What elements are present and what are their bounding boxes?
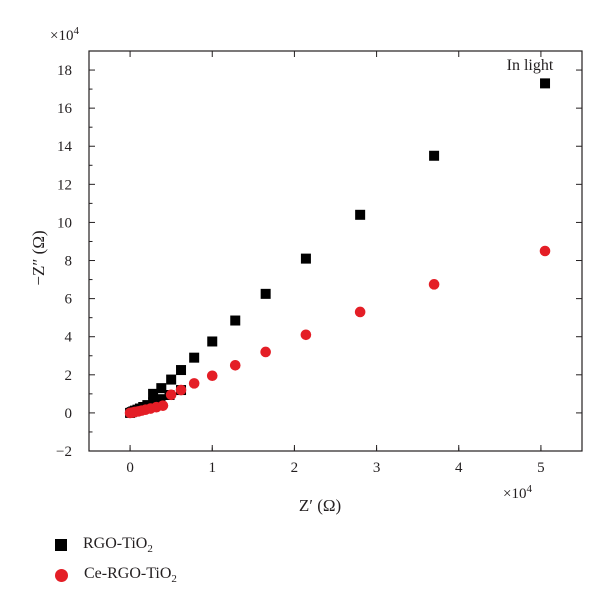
legend-label: RGO-TiO2 <box>83 534 153 556</box>
rgo-tio2-point <box>355 209 366 220</box>
rgo-tio2-point <box>189 352 200 363</box>
y-tick-label: 12 <box>57 177 72 193</box>
square-marker-icon <box>55 539 67 551</box>
y-multiplier: ×104 <box>50 25 79 44</box>
rgo-tio2-point <box>176 365 187 376</box>
ce-rgo-tio2-point <box>428 279 440 290</box>
rgo-tio2-point <box>429 150 440 161</box>
rgo-tio2-point <box>230 315 241 326</box>
x-tick-label: 3 <box>373 460 381 476</box>
ce-rgo-tio2-point <box>165 389 177 401</box>
ce-rgo-tio2-point <box>300 329 312 341</box>
legend-item-rgo-tio2: RGO-TiO2 <box>55 530 177 560</box>
y-tick-label: 2 <box>65 368 73 384</box>
x-tick-label: 0 <box>126 460 134 476</box>
ce-rgo-tio2-point <box>539 245 551 257</box>
x-tick-label: 1 <box>209 460 217 476</box>
plot-frame <box>88 50 583 452</box>
rgo-tio2-point <box>166 374 177 385</box>
rgo-tio2-point <box>540 78 551 89</box>
legend-item-ce-rgo-tio2: Ce-RGO-TiO2 <box>55 560 177 590</box>
plot-marks <box>124 78 551 419</box>
rgo-tio2-point <box>156 383 167 394</box>
ce-rgo-tio2-point <box>157 400 169 411</box>
y-tick-label: 10 <box>57 215 72 231</box>
rgo-tio2-point <box>207 336 218 347</box>
x-tick-label: 5 <box>537 460 545 476</box>
annotation-in-light: In light <box>507 57 554 74</box>
ce-rgo-tio2-point <box>260 346 271 358</box>
legend: RGO-TiO2 Ce-RGO-TiO2 <box>55 530 177 590</box>
y-axis-title: −Z″ (Ω) <box>29 230 48 285</box>
y-tick-label: 8 <box>65 254 73 270</box>
ce-rgo-tio2-point <box>175 384 187 396</box>
ce-rgo-tio2-point <box>229 359 241 371</box>
x-multiplier: ×104 <box>503 483 532 502</box>
ce-rgo-tio2-point <box>206 370 218 382</box>
y-tick-label: 6 <box>65 292 73 308</box>
rgo-tio2-point <box>155 394 166 405</box>
legend-label: Ce-RGO-TiO2 <box>84 564 177 586</box>
x-tick-label: 4 <box>455 460 463 476</box>
circle-marker-icon <box>55 568 68 582</box>
y-tick-label: 18 <box>57 63 72 79</box>
y-tick-label: 14 <box>57 139 73 155</box>
y-tick-label: 0 <box>65 406 73 422</box>
y-tick-label: −2 <box>56 444 72 460</box>
ce-rgo-tio2-point <box>354 306 366 318</box>
ce-rgo-tio2-point <box>188 378 200 389</box>
plot-axes <box>88 50 583 452</box>
rgo-tio2-point <box>148 397 159 408</box>
y-tick-label: 4 <box>65 330 73 346</box>
rgo-tio2-point <box>148 388 159 399</box>
x-axis-title: Z′ (Ω) <box>299 496 341 515</box>
rgo-tio2-point <box>260 288 271 299</box>
rgo-tio2-point <box>300 253 311 264</box>
x-tick-label: 2 <box>291 460 299 476</box>
y-tick-label: 16 <box>57 101 73 117</box>
